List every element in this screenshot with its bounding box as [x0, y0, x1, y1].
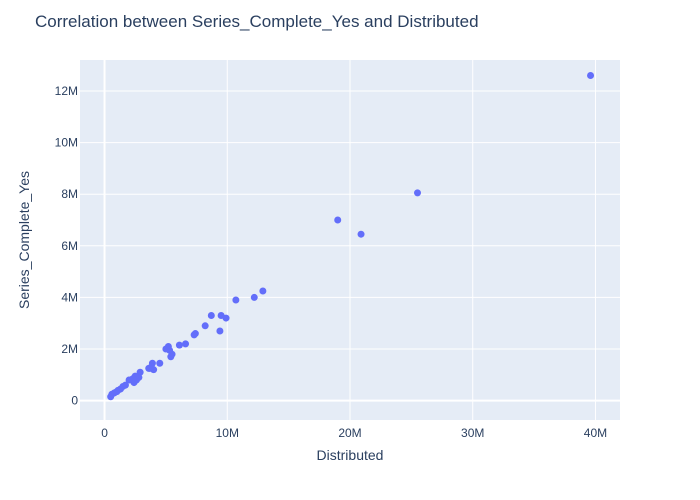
data-point[interactable] — [162, 345, 170, 353]
y-tick-label: 2M — [61, 342, 78, 356]
x-tick-label: 10M — [216, 426, 239, 440]
data-point[interactable] — [216, 327, 224, 335]
x-tick-label: 40M — [584, 426, 607, 440]
data-point[interactable] — [357, 230, 365, 238]
grid-lines — [80, 60, 620, 420]
y-axis-ticks: 0 2M 4M 6M 8M 10M 12M — [55, 84, 79, 408]
data-point[interactable] — [175, 341, 183, 349]
y-tick-label: 4M — [61, 290, 78, 304]
data-points — [107, 71, 595, 401]
data-point[interactable] — [334, 216, 342, 224]
data-point[interactable] — [587, 71, 595, 79]
data-point[interactable] — [107, 393, 115, 401]
y-tick-label: 8M — [61, 187, 78, 201]
data-point[interactable] — [182, 340, 190, 348]
data-point[interactable] — [156, 359, 164, 367]
x-axis-ticks: 0 10M 20M 30M 40M — [101, 426, 607, 440]
data-point[interactable] — [167, 353, 175, 361]
data-point[interactable] — [190, 331, 198, 339]
data-point[interactable] — [125, 376, 133, 384]
data-point[interactable] — [207, 311, 215, 319]
x-axis-title: Distributed — [317, 447, 384, 463]
x-tick-label: 20M — [338, 426, 361, 440]
y-tick-label: 0 — [71, 394, 78, 408]
data-point[interactable] — [145, 364, 153, 372]
data-point[interactable] — [414, 189, 421, 197]
y-axis-title: Series_Complete_Yes — [16, 171, 32, 309]
data-point[interactable] — [259, 287, 267, 295]
data-point[interactable] — [201, 322, 209, 330]
chart-title: Correlation between Series_Complete_Yes … — [35, 12, 479, 31]
x-tick-label: 30M — [461, 426, 484, 440]
x-tick-label: 0 — [101, 426, 108, 440]
y-tick-label: 10M — [55, 136, 78, 150]
data-point[interactable] — [217, 311, 225, 319]
y-tick-label: 6M — [61, 239, 78, 253]
y-tick-label: 12M — [55, 84, 78, 98]
data-point[interactable] — [232, 296, 240, 304]
data-point[interactable] — [250, 293, 258, 301]
